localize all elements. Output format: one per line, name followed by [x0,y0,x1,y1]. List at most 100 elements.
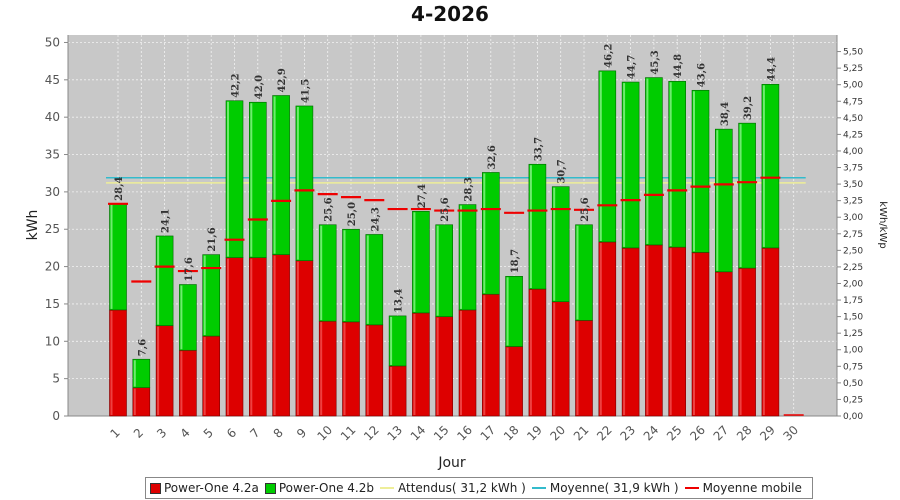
legend-swatch-series-a [150,482,161,494]
bar-highlight [180,285,183,350]
x-tick-label: 15 [431,423,452,444]
bar-highlight [250,103,253,257]
bar-highlight [693,253,695,415]
y2-tick-label: 5,50 [843,48,863,58]
bar-series-b [342,228,360,323]
bar-series-b [132,358,151,388]
bar-series-b [691,89,710,253]
bar-highlight [576,321,579,415]
bar-series-b [318,224,337,322]
bar-highlight [273,96,276,254]
y-tick-label: 15 [45,297,60,311]
y2-tick-label: 4,25 [843,130,863,140]
bar-highlight [529,165,532,288]
data-label: 38,4 [720,102,731,126]
x-tick-label: 7 [247,426,262,441]
x-tick-label: 12 [361,423,382,444]
y2-tick-label: 5,00 [843,81,863,91]
bar-series-b [575,224,593,321]
bar-highlight [203,337,206,415]
legend-label-average: Moyenne( 31,9 kWh ) [549,481,679,495]
bar-series-b [388,315,407,367]
bar-highlight [693,91,695,252]
bar-highlight [296,261,299,415]
bar-series-b [505,275,523,347]
bar-highlight [110,204,113,309]
data-label: 45,3 [650,50,661,74]
y-tick-label: 20 [45,260,60,274]
bar-series-b [551,186,570,302]
x-tick-label: 28 [734,423,755,444]
y-tick-label: 5 [52,372,60,386]
legend-item-series-b: Power-One 4.2b [264,481,374,495]
chart-title: 4-2026 [411,2,489,26]
y-axis: 0 5 10 15 20 25 30 35 40 45 50 [45,35,69,423]
bar-series-b [528,163,547,290]
x-tick-label: 1 [108,426,123,441]
y2-tick-label: 2,75 [843,230,863,240]
bar-highlight [762,85,765,247]
x-tick-label: 22 [594,423,615,444]
data-label: 25,0 [347,202,358,226]
bar-series-b [435,224,454,317]
y-tick-label: 50 [45,35,60,49]
data-label: 7,6 [137,339,148,356]
bar-highlight [506,277,509,346]
x-tick-label: 29 [757,423,778,444]
y2-tick-label: 0,75 [843,362,863,372]
bar-highlight [413,313,416,415]
bar-series-b [202,254,220,337]
x-axis: 1 2 3 4 5 6 7 8 9 10 11 12 13 14 15 16 17 18 19 20 21 22 23 24 2… [68,415,837,444]
bar-highlight [483,173,486,294]
y-tick-label: 10 [45,334,60,348]
bar-series-b [668,81,687,248]
bar-series-b [155,235,174,326]
bar-highlight [390,316,393,365]
data-label: 32,6 [487,145,498,169]
data-label: 44,8 [673,54,684,78]
x-tick-label: 10 [315,423,336,444]
y-axis-label: kWh [25,210,41,241]
bar-series-b [365,234,384,326]
data-label: 25,6 [580,197,591,221]
bar-series-b [645,77,663,246]
moving-average [108,176,804,416]
bar-highlight [599,242,602,415]
data-label: 44,7 [627,55,638,79]
bar-highlight [460,310,462,415]
data-labels: 28,4 7,6 24,1 17,6 21,6 42,2 42,0 42,9 41,5 25,6 2… [114,43,777,356]
y-tick-label: 0 [52,409,60,423]
y-tick-label: 35 [45,148,60,162]
data-label: 30,7 [557,159,568,183]
y2-tick-label: 1,50 [843,313,863,323]
bar-highlight [227,258,229,415]
x-tick-label: 16 [454,423,475,444]
x-tick-label: 26 [687,423,708,444]
legend-label-moving-average: Moyenne mobile [702,481,802,495]
y-tick-label: 40 [45,110,60,124]
y2-tick-label: 1,00 [843,346,863,356]
bar-highlight [669,82,672,247]
legend-label-series-a: Power-One 4.2a [164,481,259,495]
bar-highlight [716,130,719,271]
data-label: 46,2 [603,43,614,67]
data-label: 33,7 [533,137,544,161]
data-label: 42,9 [277,68,288,92]
data-label: 42,2 [231,73,242,97]
bar-highlight [133,360,136,387]
x-tick-label: 24 [641,423,662,444]
y2-axis: 0,00 0,25 0,50 0,75 1,00 1,25 1,50 1,75 2,00 2,25… [836,35,863,422]
bar-highlight [529,290,532,415]
x-tick-label: 9 [294,426,309,441]
x-tick-label: 21 [571,423,592,444]
bar-highlight [460,205,462,309]
y2-tick-label: 3,75 [843,164,863,174]
x-tick-label: 2 [131,426,146,441]
x-tick-label: 8 [271,426,286,441]
bar-highlight [203,255,206,336]
bar-series-b [738,122,756,269]
y-tick-label: 30 [45,185,60,199]
x-tick-label: 30 [781,423,802,444]
legend-item-series-a: Power-One 4.2a [150,481,259,495]
data-label: 24,1 [161,209,172,233]
